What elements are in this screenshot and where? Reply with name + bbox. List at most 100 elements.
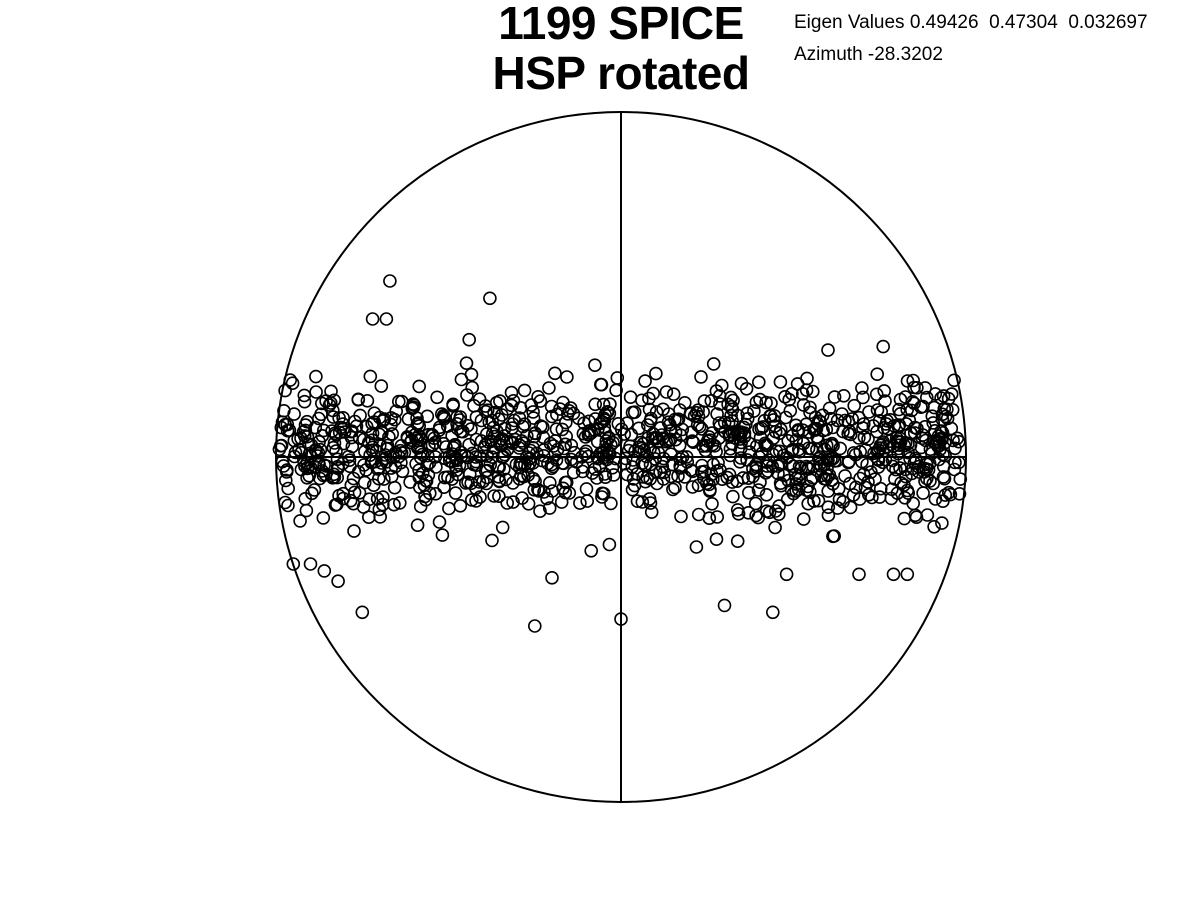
data-point xyxy=(450,416,464,431)
data-point xyxy=(645,431,660,446)
data-point xyxy=(877,384,892,398)
data-point xyxy=(644,505,659,519)
data-point xyxy=(487,440,501,455)
data-point xyxy=(618,451,633,466)
data-point xyxy=(300,414,314,429)
data-point xyxy=(532,484,546,498)
data-point xyxy=(935,516,949,530)
data-point xyxy=(872,490,887,504)
data-point xyxy=(422,486,437,501)
data-point xyxy=(916,461,931,476)
data-point xyxy=(943,487,958,502)
data-point xyxy=(937,401,952,416)
data-point xyxy=(336,410,350,425)
data-point xyxy=(635,495,650,509)
data-point xyxy=(562,403,577,418)
data-point xyxy=(536,448,551,463)
data-point xyxy=(464,422,478,436)
data-point xyxy=(604,496,618,511)
data-point xyxy=(718,424,732,439)
data-point xyxy=(319,394,333,408)
data-point xyxy=(757,413,772,428)
data-point xyxy=(506,476,520,490)
data-point xyxy=(378,448,393,462)
data-point xyxy=(928,492,943,506)
data-point xyxy=(742,436,757,451)
data-point xyxy=(806,470,820,485)
data-point xyxy=(898,462,913,477)
data-point xyxy=(281,498,295,513)
data-point xyxy=(873,481,888,496)
data-point xyxy=(420,458,434,473)
data-point xyxy=(883,434,897,449)
data-point xyxy=(931,429,946,443)
data-point xyxy=(537,485,551,499)
data-point xyxy=(901,445,915,460)
data-point xyxy=(580,494,595,508)
data-point xyxy=(487,489,501,503)
data-point xyxy=(649,366,663,381)
data-point xyxy=(412,379,427,394)
data-point xyxy=(567,445,582,460)
data-point xyxy=(749,508,763,523)
data-point xyxy=(499,472,513,487)
data-point xyxy=(748,496,763,511)
data-point xyxy=(365,312,380,326)
data-point xyxy=(789,484,804,498)
data-point xyxy=(387,480,402,495)
data-point xyxy=(558,475,573,490)
data-point xyxy=(627,405,642,420)
data-point xyxy=(473,490,487,504)
data-point xyxy=(379,312,394,326)
data-point xyxy=(392,496,407,510)
data-point xyxy=(889,462,903,477)
data-point xyxy=(370,491,385,506)
data-point xyxy=(352,431,367,445)
data-point xyxy=(625,482,640,497)
data-point xyxy=(657,465,672,480)
data-point xyxy=(497,429,512,443)
data-point xyxy=(316,511,331,525)
data-point xyxy=(725,402,740,417)
data-point xyxy=(400,430,415,444)
data-point xyxy=(447,438,462,453)
data-point xyxy=(705,496,719,511)
data-point xyxy=(432,515,447,529)
data-point xyxy=(751,483,766,497)
data-point xyxy=(467,398,481,413)
data-point xyxy=(780,492,795,507)
data-point xyxy=(578,430,593,444)
data-point xyxy=(478,404,493,419)
data-point xyxy=(359,419,374,434)
data-point xyxy=(853,471,867,486)
data-point xyxy=(526,405,540,419)
data-point xyxy=(554,495,569,509)
data-point xyxy=(542,501,557,515)
data-point xyxy=(947,373,961,388)
data-point xyxy=(659,385,674,399)
data-point xyxy=(450,410,464,424)
data-point xyxy=(944,421,959,436)
data-point xyxy=(694,370,708,384)
data-point xyxy=(726,489,740,504)
data-point xyxy=(553,402,567,416)
data-point xyxy=(355,605,370,620)
data-point xyxy=(487,405,501,420)
data-point xyxy=(675,422,690,437)
data-point xyxy=(685,480,700,494)
data-point xyxy=(555,422,570,437)
data-point xyxy=(584,543,599,558)
data-point xyxy=(952,486,967,501)
data-point xyxy=(779,567,794,582)
data-point xyxy=(772,499,786,513)
data-point xyxy=(808,423,823,437)
data-point xyxy=(687,409,702,423)
data-point xyxy=(751,510,766,525)
data-point xyxy=(533,504,547,519)
data-point xyxy=(343,493,358,508)
data-point xyxy=(389,404,404,419)
data-point xyxy=(855,381,869,395)
data-point xyxy=(460,388,474,402)
data-point xyxy=(789,477,803,491)
data-point xyxy=(866,419,881,433)
